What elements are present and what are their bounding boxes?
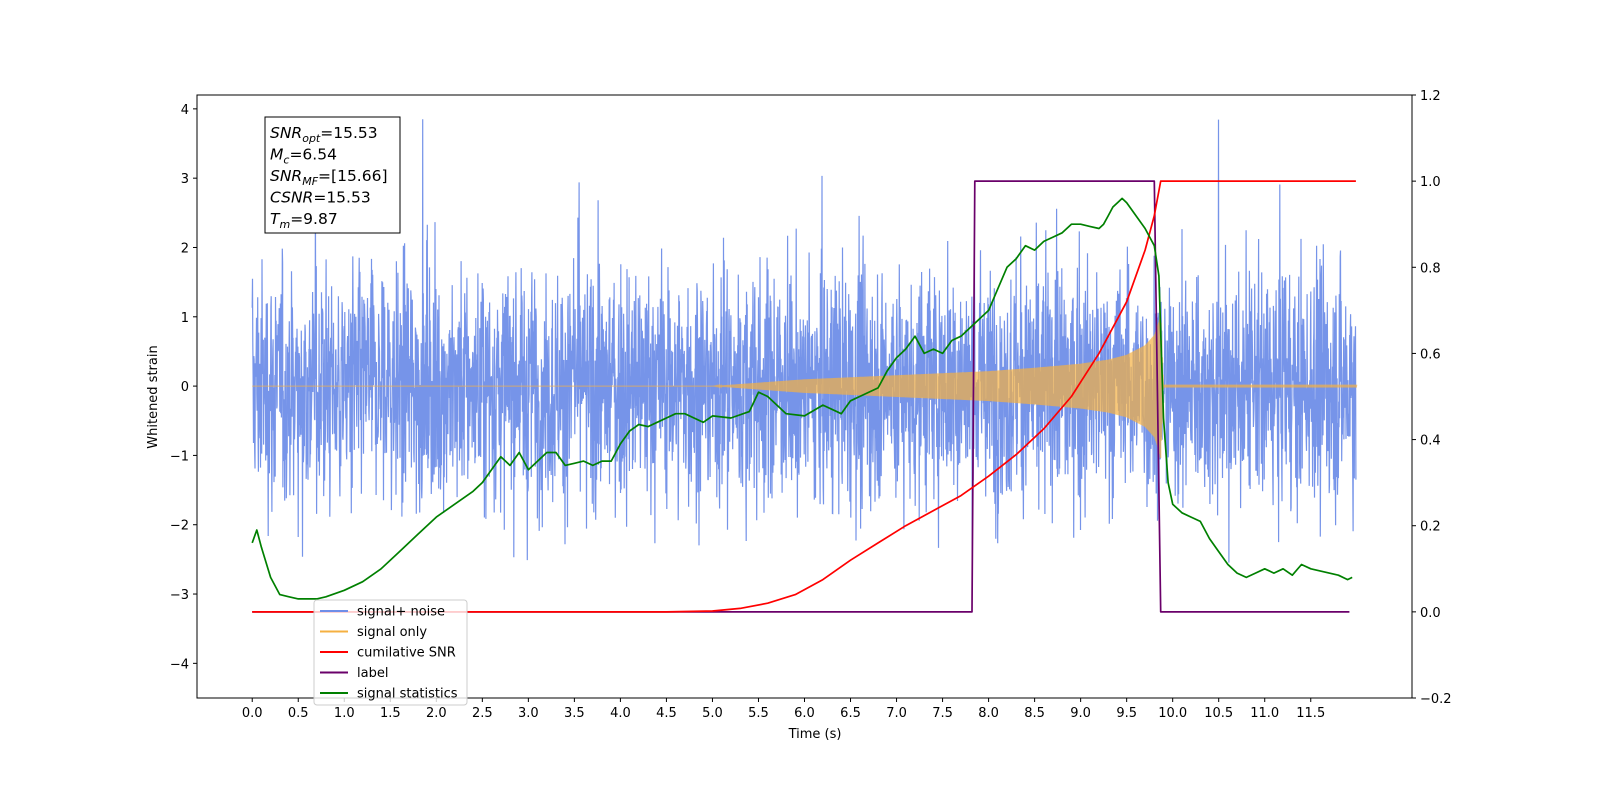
y2-tick-label: 1.2: [1420, 89, 1441, 104]
x-tick-label: 3.5: [564, 706, 585, 721]
x-tick-label: 0.0: [242, 706, 263, 721]
y-tick-label: 3: [181, 172, 189, 187]
y2-tick-label: 0.2: [1420, 520, 1441, 535]
x-tick-label: 1.0: [334, 706, 355, 721]
x-tick-label: 9.5: [1116, 706, 1137, 721]
legend-frame: [313, 599, 468, 706]
y-tick-label: 0: [181, 380, 189, 395]
x-tick-label: 7.5: [932, 706, 953, 721]
y-tick-label: 1: [181, 311, 189, 326]
y-tick-label: 4: [181, 103, 189, 118]
y-tick-label: −2: [170, 519, 189, 534]
x-tick-label: 10.5: [1204, 706, 1233, 721]
x-tick-label: 6.5: [840, 706, 861, 721]
x-tick-label: 3.0: [518, 706, 539, 721]
y2-tick-label: 0.4: [1420, 434, 1441, 449]
x-tick-label: 9.0: [1070, 706, 1091, 721]
signal-only-series: [252, 312, 1358, 459]
legend-label: cumilative SNR: [357, 646, 456, 661]
right-axis-series: [251, 180, 1356, 613]
legend-label: signal statistics: [357, 687, 458, 702]
x-tick-label: 6.0: [794, 706, 815, 721]
y-axis-ticks: −4 −3 −2 −1 0 1 2 3 4: [170, 103, 197, 672]
x-tick-label: 11.5: [1296, 706, 1325, 721]
y2-tick-label: 0.8: [1420, 261, 1441, 276]
x-axis-ticks: 0.0 0.5 1.0 1.5 2.0 2.5 3.0 3.5 4.0 4.5 5.0 5.5 6.0 6…: [242, 698, 1325, 721]
signal-only-line: [252, 312, 1358, 459]
legend-label: label: [357, 666, 388, 681]
legend: signal+ noise signal only cumilative SNR la…: [313, 599, 468, 706]
y-tick-label: −3: [170, 588, 189, 603]
x-tick-label: 2.5: [472, 706, 493, 721]
x-tick-label: 4.5: [656, 706, 677, 721]
x-tick-label: 5.5: [748, 706, 769, 721]
signal-statistics-line: [251, 197, 1353, 600]
annotation-line: CSNR=15.53: [270, 189, 371, 207]
x-tick-label: 0.5: [288, 706, 309, 721]
x-tick-label: 2.0: [426, 706, 447, 721]
plot-area: [251, 119, 1358, 613]
x-axis-label: Time (s): [788, 727, 842, 742]
x-tick-label: 4.0: [610, 706, 631, 721]
x-tick-label: 1.5: [380, 706, 401, 721]
x-tick-label: 10.0: [1158, 706, 1187, 721]
x-tick-label: 7.0: [886, 706, 907, 721]
y2-axis-ticks: −0.2 0.0 0.2 0.4 0.6 0.8 1.0 1.2: [1412, 89, 1452, 707]
y-tick-label: 2: [181, 241, 189, 256]
y2-tick-label: −0.2: [1420, 692, 1452, 707]
label-line: [252, 180, 1350, 613]
x-tick-label: 8.0: [978, 706, 999, 721]
annotation-frame: [264, 116, 401, 234]
signal-noise-series: [251, 119, 1357, 573]
annotation-line: SNRopt=15.53: [270, 124, 378, 145]
y-axis-label: Whitened strain: [146, 345, 161, 448]
x-tick-label: 11.0: [1250, 706, 1279, 721]
y-tick-label: −1: [170, 449, 189, 464]
y-tick-label: −4: [170, 657, 189, 672]
annotation-line: SNRMF=[15.66]: [270, 167, 388, 188]
cumilative-snr-line: [252, 180, 1356, 613]
signal-noise-line: [251, 119, 1357, 573]
legend-label: signal only: [357, 625, 427, 640]
x-tick-label: 5.0: [702, 706, 723, 721]
annotation-line: Tm=9.87: [270, 210, 338, 231]
y2-tick-label: 1.0: [1420, 175, 1441, 190]
legend-label: signal+ noise: [357, 605, 445, 620]
x-tick-label: 8.5: [1024, 706, 1045, 721]
y2-tick-label: 0.0: [1420, 606, 1441, 621]
stats-annotation-box: SNRopt=15.53Mc=6.54SNRMF=[15.66]CSNR=15.…: [264, 116, 401, 234]
y2-tick-label: 0.6: [1420, 347, 1441, 362]
annotation-line: Mc=6.54: [270, 146, 337, 167]
